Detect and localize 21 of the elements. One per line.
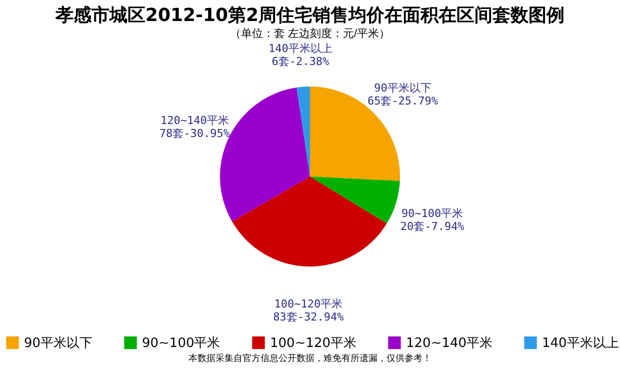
legend-label: 120~140平米 [406,336,493,351]
data-label: 65套-25.79% [367,94,438,108]
data-label: 6套-2.38% [272,54,330,68]
data-label: 20套-7.94% [400,220,465,234]
slice-label: 120~140平米 [160,114,229,127]
pie-slice [232,176,387,266]
slice-label: 90平米以下 [374,81,432,94]
legend-label: 140平米以上 [542,336,619,351]
pie-slice [296,86,310,176]
slice-label: 90~100平米 [401,207,464,220]
chart-title: 孝感市城区2012-10第2周住宅销售均价在面积在区间套数图例 [54,4,565,26]
slice-label: 140平米以上 [268,42,332,55]
chart-subtitle: （单位：套 左边刻度：元/平米） [230,26,390,40]
data-label: 83套-32.94% [273,310,344,324]
legend-label: 90~100平米 [142,336,220,351]
data-label: 78套-30.95% [159,126,230,140]
pie-slice [310,176,400,224]
slice-label: 100~120平米 [274,297,343,310]
text: 本数据采集自官方信息公开数据，难免有所遗漏，仅供参考！ [188,352,432,366]
legend-label: 90平米以下 [24,336,93,351]
legend-label: 100~120平米 [270,336,357,351]
